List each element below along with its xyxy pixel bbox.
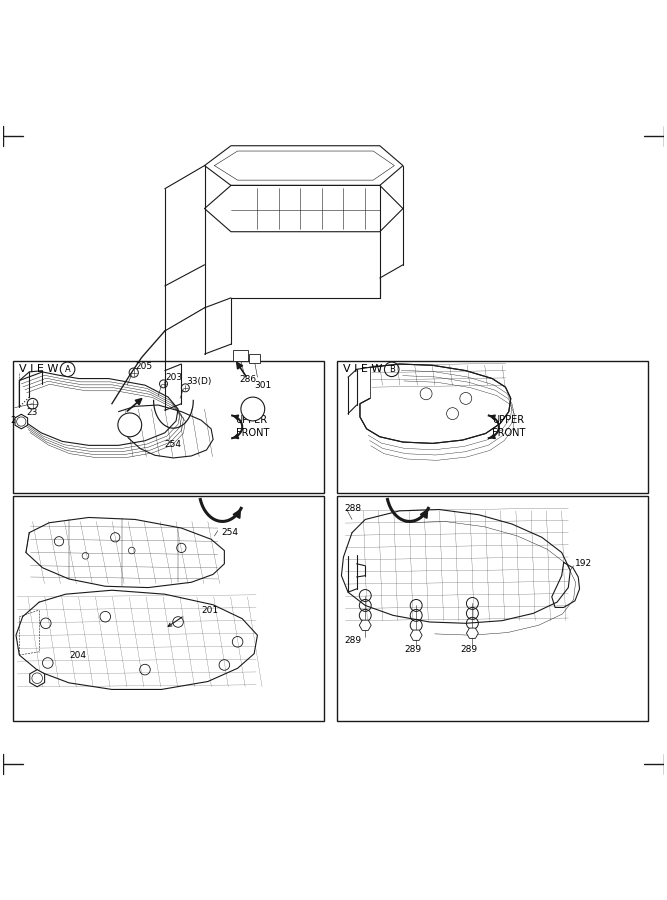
Text: B: B <box>127 420 133 430</box>
Text: V I E W: V I E W <box>19 364 59 374</box>
Text: 204: 204 <box>69 651 86 660</box>
Text: UPPER: UPPER <box>492 415 524 425</box>
Polygon shape <box>466 628 478 638</box>
Circle shape <box>241 397 265 421</box>
Bar <box>13 361 323 493</box>
Text: FRONT: FRONT <box>492 428 526 437</box>
Text: 192: 192 <box>575 559 592 568</box>
Bar <box>337 361 648 493</box>
Polygon shape <box>15 414 27 428</box>
Text: 288: 288 <box>344 504 362 513</box>
Text: 301: 301 <box>254 381 271 390</box>
Bar <box>337 496 648 721</box>
Polygon shape <box>30 670 45 687</box>
Text: 289: 289 <box>404 645 422 654</box>
Text: 23: 23 <box>27 409 38 418</box>
Bar <box>249 354 260 363</box>
Circle shape <box>118 413 141 436</box>
Polygon shape <box>410 630 422 641</box>
Text: V I E W: V I E W <box>344 364 383 374</box>
Text: UPPER: UPPER <box>235 415 267 425</box>
Text: 289: 289 <box>345 636 362 645</box>
Text: A: A <box>249 404 256 414</box>
Text: 289: 289 <box>460 645 478 654</box>
Bar <box>13 496 323 721</box>
Text: 286: 286 <box>239 374 257 383</box>
Polygon shape <box>360 620 372 630</box>
Text: 254: 254 <box>221 528 238 537</box>
Text: FRONT: FRONT <box>235 428 269 437</box>
Text: 33(D): 33(D) <box>187 377 212 386</box>
Text: A: A <box>65 364 71 373</box>
Bar <box>233 350 247 361</box>
Text: 203: 203 <box>165 373 183 382</box>
Text: 205: 205 <box>135 362 152 371</box>
Text: 201: 201 <box>201 606 218 615</box>
Text: B: B <box>389 364 395 373</box>
Text: 254: 254 <box>165 440 182 449</box>
Text: 290: 290 <box>11 416 28 425</box>
